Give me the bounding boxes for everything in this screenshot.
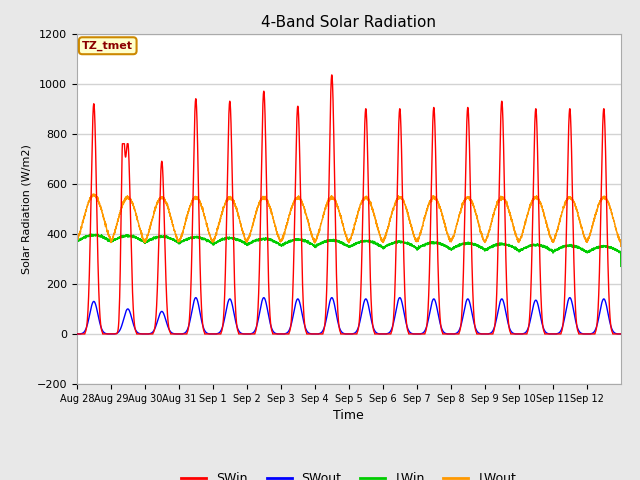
LWin [525,243,532,249]
LWout [539,207,547,213]
LWin [88,231,95,237]
SWout [369,323,377,329]
SWout [539,323,547,328]
LWout [525,208,532,214]
LWout [369,208,377,214]
SWout [617,331,625,337]
LWin [73,238,81,244]
LWin [539,243,547,249]
Line: LWin: LWin [77,234,621,266]
LWin [498,241,506,247]
LWout [617,243,625,249]
SWout [566,295,573,300]
SWin [498,99,506,105]
SWout [525,324,532,330]
SWout [73,331,81,337]
SWin [539,323,547,328]
X-axis label: Time: Time [333,409,364,422]
LWout [73,236,81,241]
SWin [186,314,193,320]
Line: SWin: SWin [77,75,621,334]
SWin [328,72,336,78]
Y-axis label: Solar Radiation (W/m2): Solar Radiation (W/m2) [21,144,31,274]
LWin [369,240,377,246]
SWout [498,296,506,302]
Line: LWout: LWout [77,194,621,246]
SWin [369,324,377,330]
LWin [398,240,406,245]
SWin [525,324,532,329]
LWout [89,191,97,197]
Legend: SWin, SWout, LWin, LWout: SWin, SWout, LWin, LWout [176,468,522,480]
Text: TZ_tmet: TZ_tmet [82,41,133,51]
SWin [398,174,406,180]
LWout [398,195,406,201]
SWout [398,300,406,305]
Line: SWout: SWout [77,298,621,334]
Title: 4-Band Solar Radiation: 4-Band Solar Radiation [261,15,436,30]
LWout [186,204,193,210]
LWout [498,195,506,201]
SWin [617,331,625,337]
LWin [617,264,625,269]
SWout [186,320,193,325]
SWin [73,331,81,337]
LWin [186,235,193,241]
